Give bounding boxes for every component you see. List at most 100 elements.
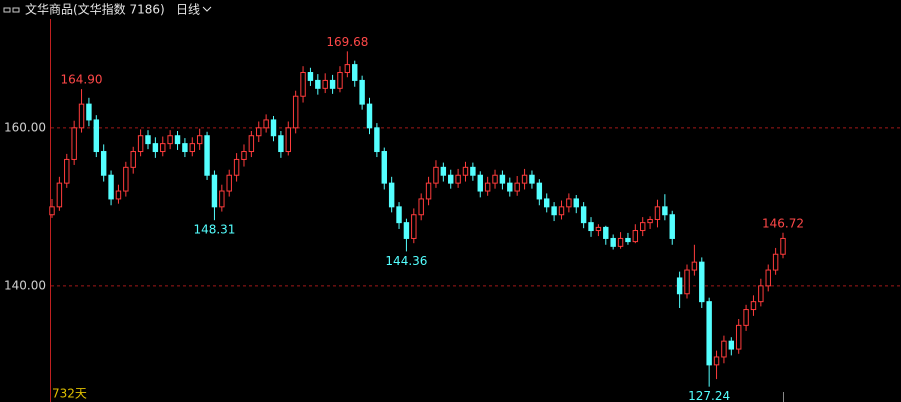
candle-body [388,182,395,208]
candle-body [322,79,328,89]
candle-body [174,135,181,145]
candle-body [603,226,609,239]
candle-body [292,95,299,129]
candle-body [507,182,513,192]
candle-body [484,182,491,192]
candle-body [49,206,55,216]
candle-body [160,143,166,153]
candle-body [558,206,565,216]
candle-body [418,198,424,216]
candle-body [329,79,336,89]
candle-body [713,356,720,366]
extreme-label: 127.24 [688,389,730,402]
candle-body [499,174,506,184]
candle-body [64,158,70,184]
candle-body [211,174,218,208]
candle-body [455,174,461,184]
candle-body [544,198,550,208]
candle-body [654,206,661,220]
dropdown-arrow[interactable] [202,6,212,12]
candle-body [588,222,594,232]
candle-body [662,206,668,216]
candle-body [639,222,646,232]
candle-body [196,135,203,145]
y-tick-label: 160.00 [4,120,46,134]
candle-body [56,182,63,208]
candle-body [270,119,277,137]
candle-body [86,103,92,121]
candle-body [226,174,232,192]
candle-body [440,166,447,176]
y-tick-label: 140.00 [4,278,46,292]
candle-body [381,151,387,184]
candle-body [411,214,417,239]
candle-body [396,206,402,224]
candle-body [632,230,639,243]
candle-body [566,198,572,208]
candle-body [529,174,535,184]
candle-body [684,269,690,295]
candle-body [647,218,653,224]
candle-body [182,143,188,153]
candle-body [189,143,196,153]
candle-body [617,237,624,247]
candle-body [263,119,269,129]
candle-body [123,166,129,192]
candle-body [278,135,284,153]
candle-body [145,135,151,145]
candle-body [448,174,454,184]
candle-body [167,135,173,145]
candle-body [551,206,557,216]
candle-body [728,340,735,350]
candle-body [137,135,144,153]
candle-body [610,237,616,247]
candle-body [595,226,602,232]
extreme-label: 144.36 [385,254,427,268]
candle-body [699,261,705,303]
candle-body [477,174,483,192]
candle-body [743,309,749,326]
candle-body [100,151,107,176]
candle-body [285,127,291,153]
candle-body [462,166,469,176]
candle-body [492,174,498,184]
candle-body [78,103,85,129]
extreme-label: 146.72 [762,216,804,230]
candle-body [735,324,742,350]
candle-body [152,143,159,153]
candle-body [403,222,410,239]
extreme-label: 148.31 [193,223,235,237]
candle-body [521,174,528,184]
candle-body [758,285,764,303]
candle-body [374,127,380,153]
candle-body [71,127,77,160]
candle-body [433,166,439,184]
candle-body [307,72,314,81]
candle-body [425,182,432,200]
candle-body [514,182,520,192]
candle-body [233,158,240,176]
candle-body [750,301,757,311]
candle-body [115,190,122,200]
candle-body [130,151,136,168]
period-select[interactable]: 日线 [176,3,200,17]
candle-body [241,151,247,160]
candle-body [108,174,114,200]
candle-body [470,166,476,176]
candle-body [772,253,779,271]
candle-body [352,64,358,81]
candle-body [669,214,675,239]
candle-body [359,79,365,105]
candle-body [676,277,683,295]
candle-body [706,301,712,366]
candle-body [625,237,631,243]
extreme-label: 169.68 [326,35,368,49]
candle-body [721,340,727,358]
candle-body [780,237,786,255]
candle-body [765,269,771,287]
candle-body [337,72,343,89]
candle-body [93,119,100,153]
chart-title: 文华商品(文华指数 7186) [25,2,165,17]
